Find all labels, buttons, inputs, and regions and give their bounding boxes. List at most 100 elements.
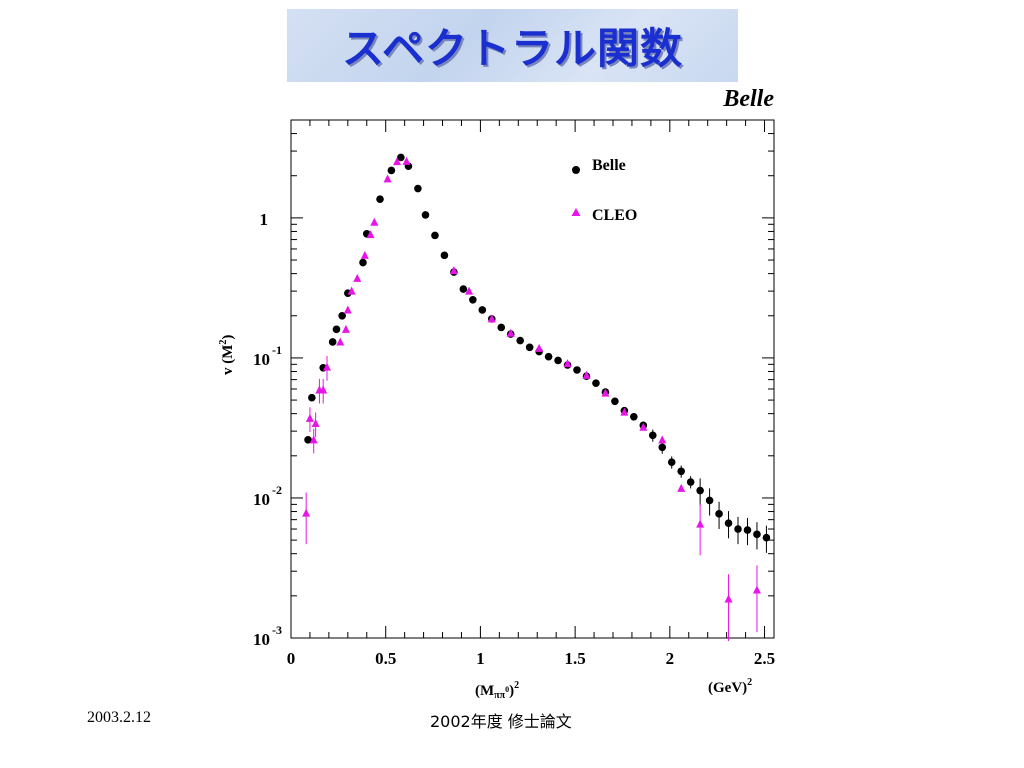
legend-belle-marker — [572, 166, 580, 174]
cleo-point — [465, 286, 474, 295]
legend-cleo-marker — [571, 208, 581, 216]
cleo-point — [620, 407, 629, 416]
belle-point — [414, 184, 422, 193]
cleo-point — [696, 519, 705, 528]
y-axis-label: v (M2) — [218, 335, 236, 375]
belle-point — [304, 436, 312, 444]
x-tick-label: 0 — [287, 649, 296, 668]
belle-point — [478, 306, 487, 314]
axis-ticks — [290, 119, 774, 639]
belle-point — [359, 258, 367, 267]
cleo-point — [319, 385, 328, 394]
x-tick-label: 1.5 — [564, 649, 585, 668]
belle-point — [611, 397, 619, 406]
belle-point — [525, 343, 534, 352]
cleo-point — [305, 413, 314, 422]
belle-point — [421, 211, 430, 219]
x-tick-labels: 0 0.5 1 1.5 2 2.5 — [287, 649, 775, 668]
x-tick-label: 2 — [666, 649, 675, 668]
cleo-point — [383, 174, 392, 183]
cleo-point — [309, 435, 318, 444]
cleo-point — [601, 388, 610, 397]
belle-point — [753, 530, 761, 539]
cleo-point — [402, 156, 411, 165]
belle-point — [332, 325, 341, 334]
cleo-point — [563, 359, 572, 368]
belle-point — [743, 526, 752, 534]
y-tick-exponent: -2 — [272, 483, 282, 497]
cleo-point — [311, 419, 320, 428]
cleo-point — [658, 435, 667, 444]
cleo-point — [582, 370, 591, 379]
cleo-point — [343, 305, 352, 314]
y-tick-label: 10 — [253, 350, 270, 369]
cleo-point — [677, 483, 686, 492]
belle-point — [544, 352, 553, 361]
cleo-point — [336, 337, 345, 346]
cleo-point — [370, 217, 379, 226]
x-tick-label: 0.5 — [375, 649, 396, 668]
cleo-point — [535, 343, 544, 352]
belle-point — [592, 379, 600, 387]
cleo-point — [347, 286, 356, 295]
belle-point — [338, 311, 346, 320]
y-tick-exponent: -3 — [272, 623, 282, 637]
belle-point — [431, 231, 439, 240]
belle-point — [630, 412, 638, 421]
belle-point — [376, 195, 384, 203]
belle-point — [648, 431, 657, 440]
cleo-point — [353, 273, 362, 282]
cleo-point — [487, 314, 496, 323]
belle-point — [573, 366, 581, 374]
belle-point — [686, 478, 695, 486]
legend: Belle CLEO — [571, 157, 637, 224]
belle-point — [387, 166, 396, 175]
belle-point — [516, 336, 524, 345]
y-tick-exponent: -1 — [272, 343, 282, 357]
belle-point — [715, 510, 723, 518]
cleo-point — [449, 266, 458, 275]
belle-point — [667, 458, 676, 467]
cleo-point — [341, 324, 350, 333]
belle-point — [397, 153, 405, 162]
belle-point — [696, 486, 704, 495]
belle-point — [554, 356, 562, 365]
belle-point — [724, 519, 733, 528]
belle-point — [705, 496, 714, 505]
cleo-point — [302, 508, 311, 517]
cleo-point — [366, 230, 375, 239]
belle-point — [734, 525, 742, 533]
cleo-point — [360, 250, 369, 259]
plot-frame — [290, 119, 775, 639]
footer-date: 2003.2.12 — [87, 709, 151, 726]
belle-point — [497, 323, 506, 332]
belle-point — [762, 533, 771, 542]
error-bars — [305, 155, 767, 642]
cleo-point — [724, 594, 733, 603]
data-points — [302, 153, 771, 603]
belle-point — [459, 285, 468, 293]
y-tick-labels: 110-110-210-3 — [253, 210, 282, 649]
x-tick-label: 2.5 — [754, 649, 775, 668]
footer-center: 2002年度 修士論文 — [430, 712, 572, 731]
legend-belle-label: Belle — [592, 157, 626, 174]
cleo-point — [752, 585, 761, 594]
belle-point — [677, 467, 685, 476]
y-tick-label: 1 — [260, 210, 269, 229]
y-tick-label: 10 — [253, 630, 270, 649]
cleo-point — [322, 362, 331, 371]
cleo-point — [639, 422, 648, 431]
slide-title: スペクトラル関数 — [341, 24, 684, 73]
cleo-point — [506, 328, 515, 337]
belle-point — [658, 443, 667, 452]
belle-point — [440, 251, 449, 260]
cleo-point — [393, 157, 402, 166]
x-axis-label: (Mππ0)2 — [475, 680, 519, 701]
slide-title-box: スペクトラル関数 — [287, 9, 738, 82]
belle-tag: Belle — [723, 86, 774, 112]
legend-cleo-label: CLEO — [592, 207, 637, 224]
belle-point — [328, 338, 337, 346]
belle-point — [308, 393, 316, 402]
belle-point — [469, 296, 477, 304]
